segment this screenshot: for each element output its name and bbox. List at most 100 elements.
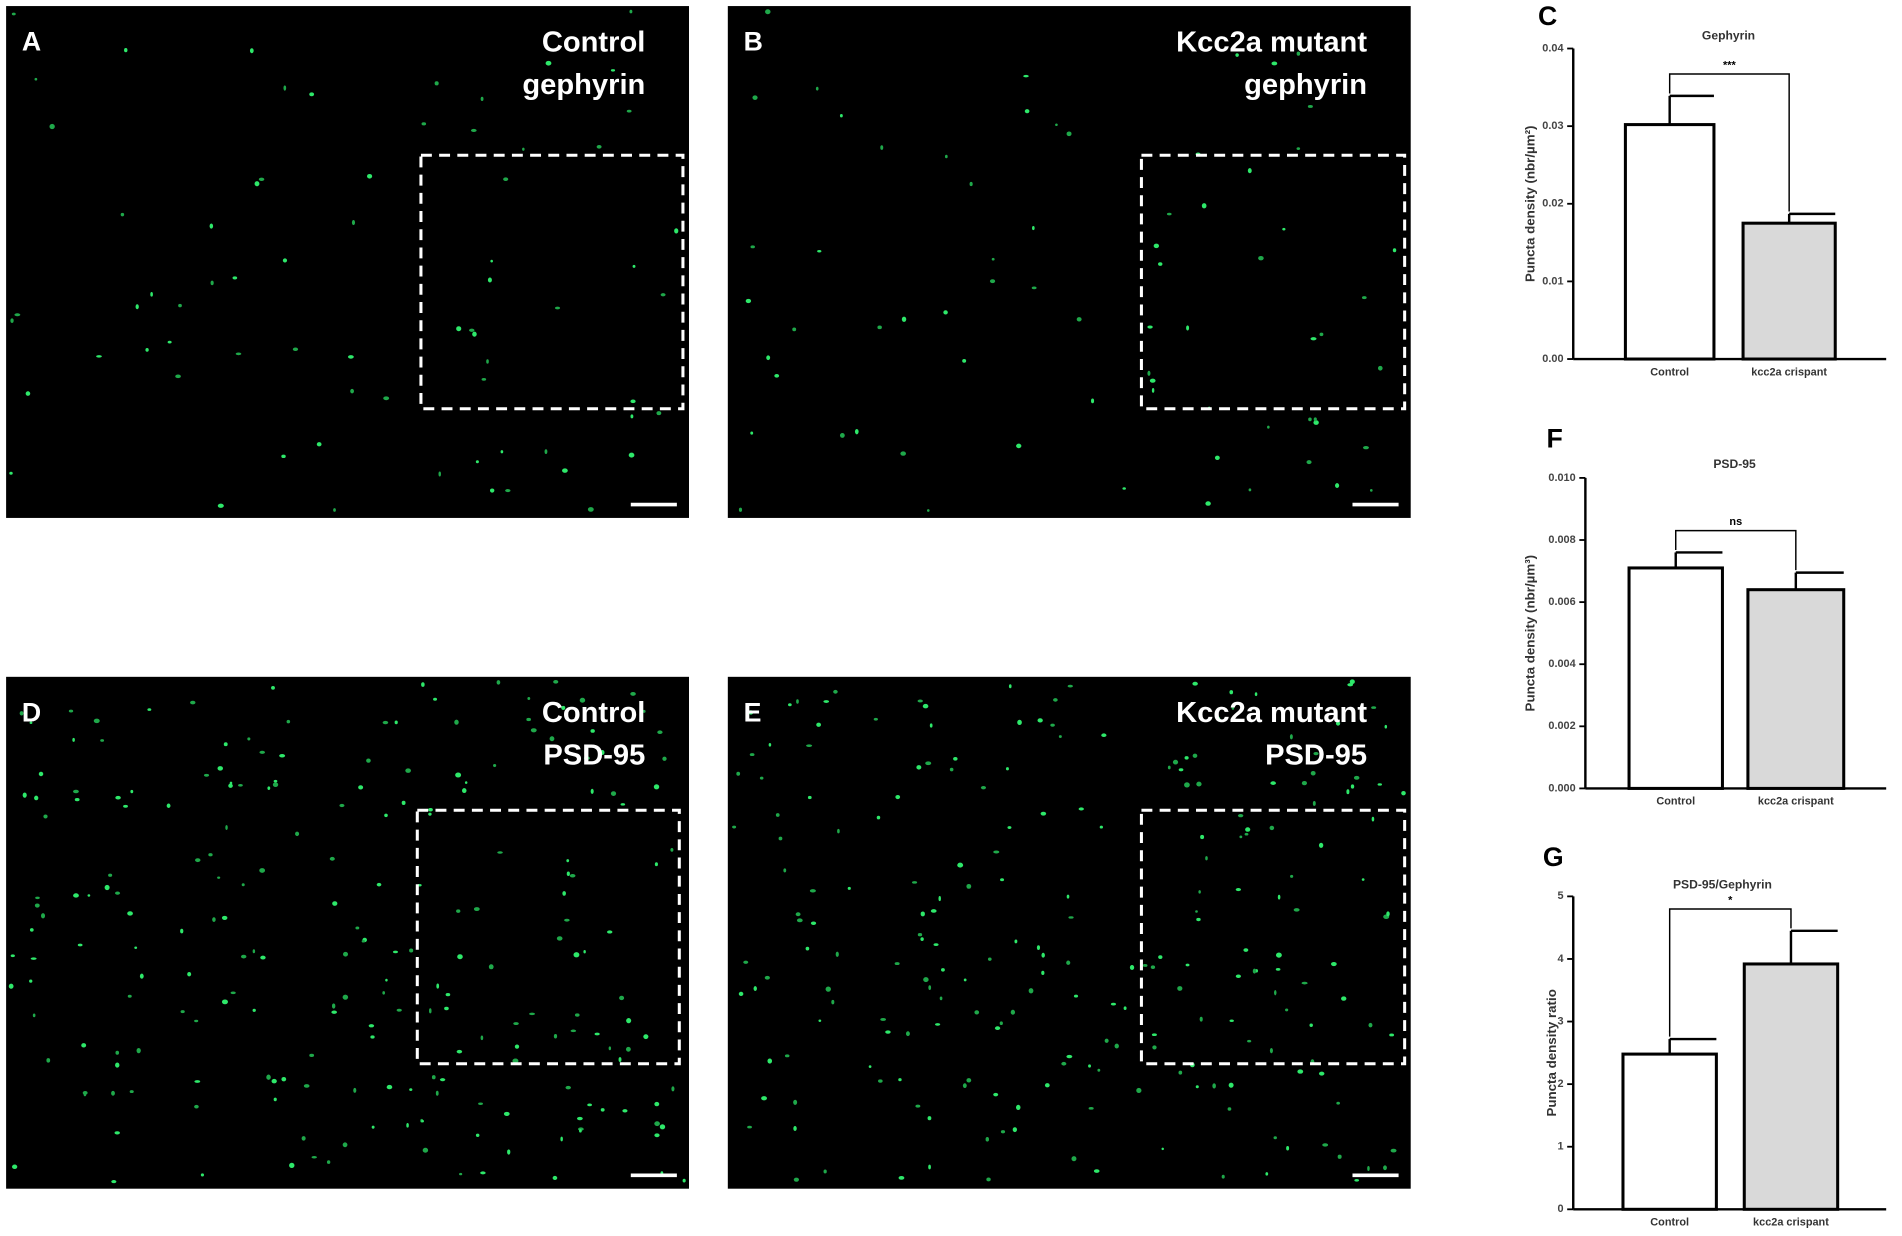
- puncta: [1153, 243, 1160, 249]
- puncta: [203, 773, 210, 777]
- puncta: [747, 1125, 752, 1129]
- puncta: [807, 795, 812, 800]
- puncta: [454, 719, 459, 725]
- puncta: [462, 788, 467, 794]
- puncta: [421, 682, 425, 687]
- significance-label: ns: [1729, 516, 1742, 528]
- puncta: [570, 1029, 577, 1033]
- puncta: [194, 1019, 199, 1023]
- puncta: [1363, 446, 1369, 450]
- puncta: [46, 1058, 51, 1063]
- puncta: [1267, 425, 1270, 429]
- puncta: [552, 1175, 558, 1181]
- puncta: [361, 939, 366, 943]
- puncta: [93, 718, 100, 724]
- significance-bracket: [1675, 529, 1797, 571]
- inset-box: [1139, 153, 1407, 411]
- x-tick-label: kcc2a crispant: [1751, 366, 1827, 378]
- y-tick-label: 0.006: [1548, 596, 1575, 608]
- puncta: [1104, 1038, 1109, 1043]
- puncta: [81, 1043, 87, 1048]
- puncta: [1149, 378, 1156, 383]
- puncta: [898, 1175, 905, 1180]
- puncta: [805, 946, 810, 951]
- puncta: [115, 795, 121, 800]
- puncta: [436, 983, 440, 989]
- puncta: [309, 1053, 315, 1057]
- puncta: [1010, 1009, 1016, 1015]
- puncta: [358, 785, 364, 790]
- puncta: [1007, 826, 1012, 829]
- puncta: [553, 1034, 558, 1039]
- puncta: [1254, 692, 1258, 697]
- puncta: [923, 977, 929, 983]
- puncta: [738, 507, 743, 512]
- panel-letter: B: [744, 27, 763, 57]
- puncta: [438, 471, 441, 477]
- micrograph: [727, 6, 1411, 518]
- puncta: [489, 488, 495, 493]
- puncta: [994, 1026, 1001, 1031]
- puncta: [123, 804, 128, 808]
- puncta: [1195, 1085, 1199, 1089]
- puncta: [966, 1078, 972, 1083]
- puncta: [969, 181, 973, 187]
- x-tick-label: kcc2a crispant: [1753, 1217, 1829, 1229]
- puncta: [1172, 759, 1179, 765]
- puncta: [630, 414, 634, 419]
- y-tick-label: 0.002: [1548, 720, 1575, 732]
- puncta: [1350, 784, 1355, 789]
- puncta: [1166, 212, 1172, 216]
- y-tick-label: 0.004: [1548, 658, 1575, 670]
- puncta: [1040, 811, 1047, 816]
- puncta: [933, 943, 939, 946]
- puncta: [326, 1160, 331, 1164]
- puncta: [1198, 890, 1201, 894]
- puncta: [922, 703, 929, 709]
- y-tick-label: 0.008: [1548, 534, 1575, 546]
- puncta: [1392, 248, 1397, 253]
- puncta: [986, 1177, 991, 1182]
- puncta: [629, 9, 633, 14]
- puncta: [41, 913, 46, 919]
- puncta: [1354, 1179, 1360, 1182]
- puncta: [745, 298, 752, 304]
- puncta: [82, 1090, 88, 1095]
- puncta: [1235, 974, 1241, 979]
- puncta: [930, 909, 937, 913]
- puncta: [1114, 1043, 1119, 1049]
- micrograph: [6, 676, 690, 1189]
- puncta: [987, 957, 992, 961]
- puncta: [1312, 800, 1316, 806]
- puncta: [1322, 1143, 1329, 1147]
- puncta: [939, 996, 943, 1001]
- puncta: [1247, 1039, 1252, 1043]
- puncta: [1200, 834, 1205, 840]
- puncta: [68, 709, 74, 713]
- significance-bracket: [1668, 908, 1792, 1037]
- puncta: [793, 1177, 800, 1182]
- puncta: [1142, 964, 1148, 967]
- puncta: [619, 995, 625, 1001]
- puncta: [761, 1096, 767, 1101]
- puncta: [894, 962, 900, 966]
- puncta: [394, 720, 398, 725]
- puncta: [127, 911, 133, 916]
- puncta: [831, 999, 835, 1005]
- puncta: [221, 999, 228, 1005]
- puncta: [1201, 203, 1207, 209]
- puncta: [962, 1083, 967, 1089]
- puncta: [421, 122, 427, 126]
- puncta: [608, 1046, 612, 1051]
- puncta: [331, 1010, 337, 1014]
- puncta: [1037, 718, 1043, 723]
- puncta: [670, 847, 674, 852]
- puncta: [590, 729, 595, 733]
- puncta: [487, 277, 492, 283]
- puncta: [847, 886, 851, 890]
- puncta: [911, 881, 918, 884]
- puncta: [1161, 1147, 1164, 1151]
- puncta: [1067, 684, 1073, 688]
- puncta: [748, 710, 754, 715]
- puncta: [405, 768, 411, 773]
